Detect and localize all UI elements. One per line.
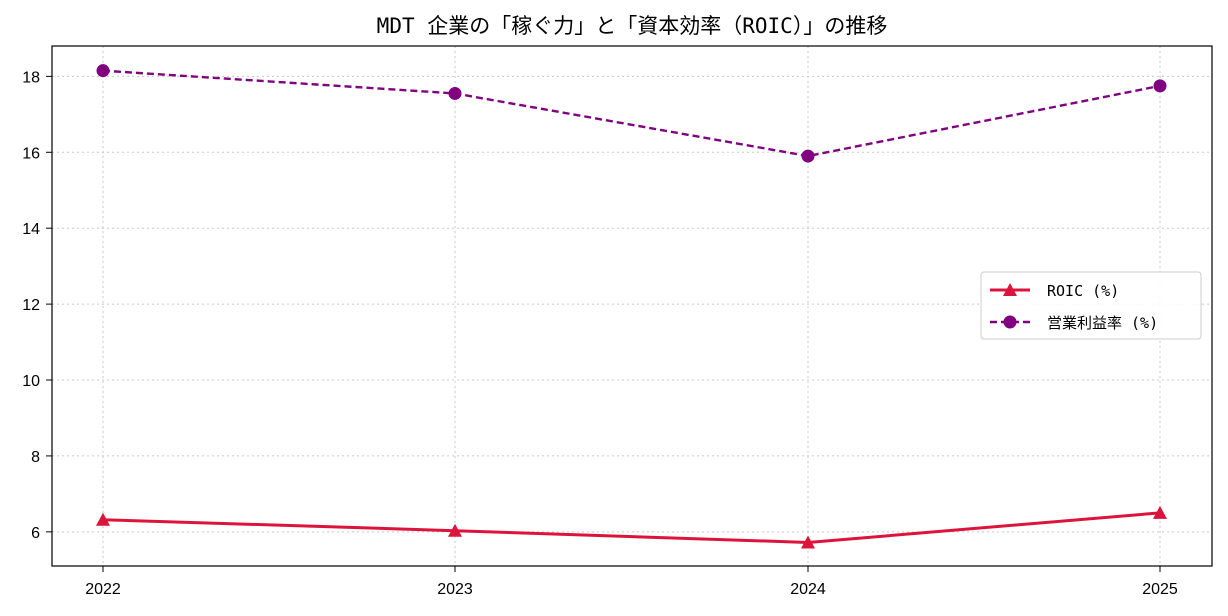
series-line-0 — [102, 511, 1161, 544]
legend: ROIC (%) 営業利益率 (%) — [980, 271, 1202, 340]
data-point-triangle — [1153, 505, 1167, 519]
series-line-1 — [102, 69, 1161, 158]
legend-label-roic: ROIC (%) — [1047, 282, 1119, 300]
data-point-triangle — [448, 523, 462, 537]
data-point-circle — [448, 86, 462, 100]
y-tick-label: 6 — [31, 525, 40, 542]
x-tick-label: 2025 — [1142, 581, 1178, 598]
x-tick-label: 2024 — [790, 581, 826, 598]
y-tick-label: 10 — [22, 373, 40, 390]
data-point-circle — [96, 64, 110, 78]
axis-ticks: 2022 2023 2024 2025 6 8 10 12 14 16 18 — [22, 69, 1178, 598]
data-point-circle — [1153, 79, 1167, 93]
data-point-triangle — [801, 535, 815, 549]
plot-frame — [51, 45, 1213, 567]
y-tick-label: 16 — [22, 145, 40, 162]
y-tick-label: 18 — [22, 69, 40, 86]
y-tick-label: 8 — [31, 449, 40, 466]
chart-title: MDT 企業の「稼ぐ力」と「資本効率（ROIC）」の推移 — [377, 14, 888, 38]
y-tick-label: 12 — [22, 297, 40, 314]
legend-box — [980, 271, 1202, 340]
x-tick-label: 2022 — [85, 581, 121, 598]
legend-label-margin: 営業利益率 (%) — [1047, 314, 1158, 332]
series-layer — [96, 64, 1167, 549]
legend-marker-roic — [1003, 283, 1017, 296]
data-point-triangle — [96, 512, 110, 526]
x-tick-label: 2023 — [437, 581, 473, 598]
legend-marker-margin — [1003, 315, 1017, 329]
y-tick-label: 14 — [22, 221, 40, 238]
data-point-circle — [801, 149, 815, 163]
